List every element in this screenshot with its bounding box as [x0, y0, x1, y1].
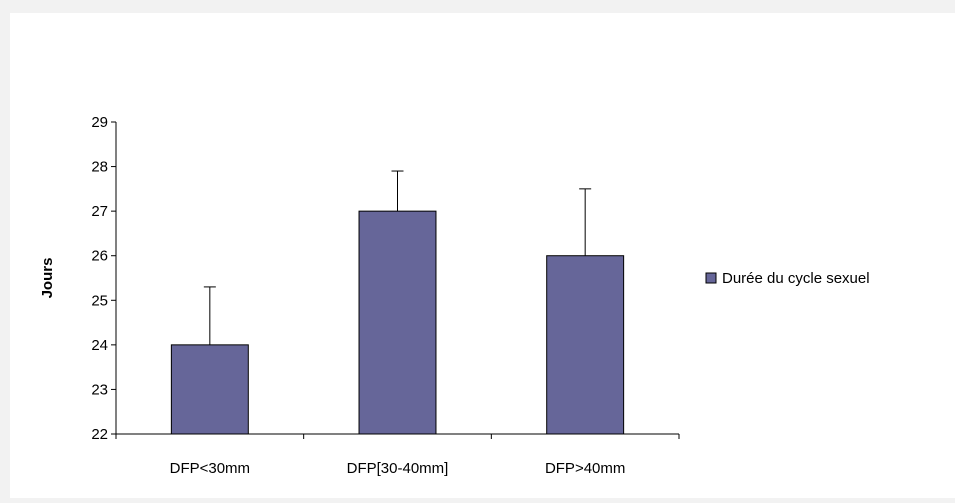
y-tick-label: 29	[91, 114, 108, 131]
y-tick-label: 23	[91, 381, 108, 398]
bar	[170, 344, 249, 435]
chart-area: 22 23 24 25 26 27 28 29 DFP<30mm DFP[30-40mm] DFP…	[10, 13, 955, 498]
y-tick-label: 28	[91, 159, 108, 176]
x-tick-label: DFP>40mm	[545, 460, 625, 477]
x-tick-label: DFP<30mm	[170, 460, 250, 477]
legend-label: Durée du cycle sexuel	[722, 270, 870, 287]
bars	[170, 170, 625, 435]
y-tick-label: 27	[91, 203, 108, 220]
y-tick-label: 24	[91, 337, 108, 354]
y-tick-label: 26	[91, 248, 108, 265]
bar	[358, 210, 437, 435]
x-tick-label: DFP[30-40mm]	[347, 460, 449, 477]
legend-swatch	[705, 272, 717, 284]
y-tick-label: 25	[91, 292, 108, 309]
y-axis-title: Jours	[39, 258, 56, 299]
y-axis: 22 23 24 25 26 27 28 29	[91, 114, 117, 443]
legend: Durée du cycle sexuel	[705, 270, 870, 287]
x-axis: DFP<30mm DFP[30-40mm] DFP>40mm	[115, 433, 680, 477]
bar	[546, 255, 625, 435]
y-tick-label: 22	[91, 426, 108, 443]
